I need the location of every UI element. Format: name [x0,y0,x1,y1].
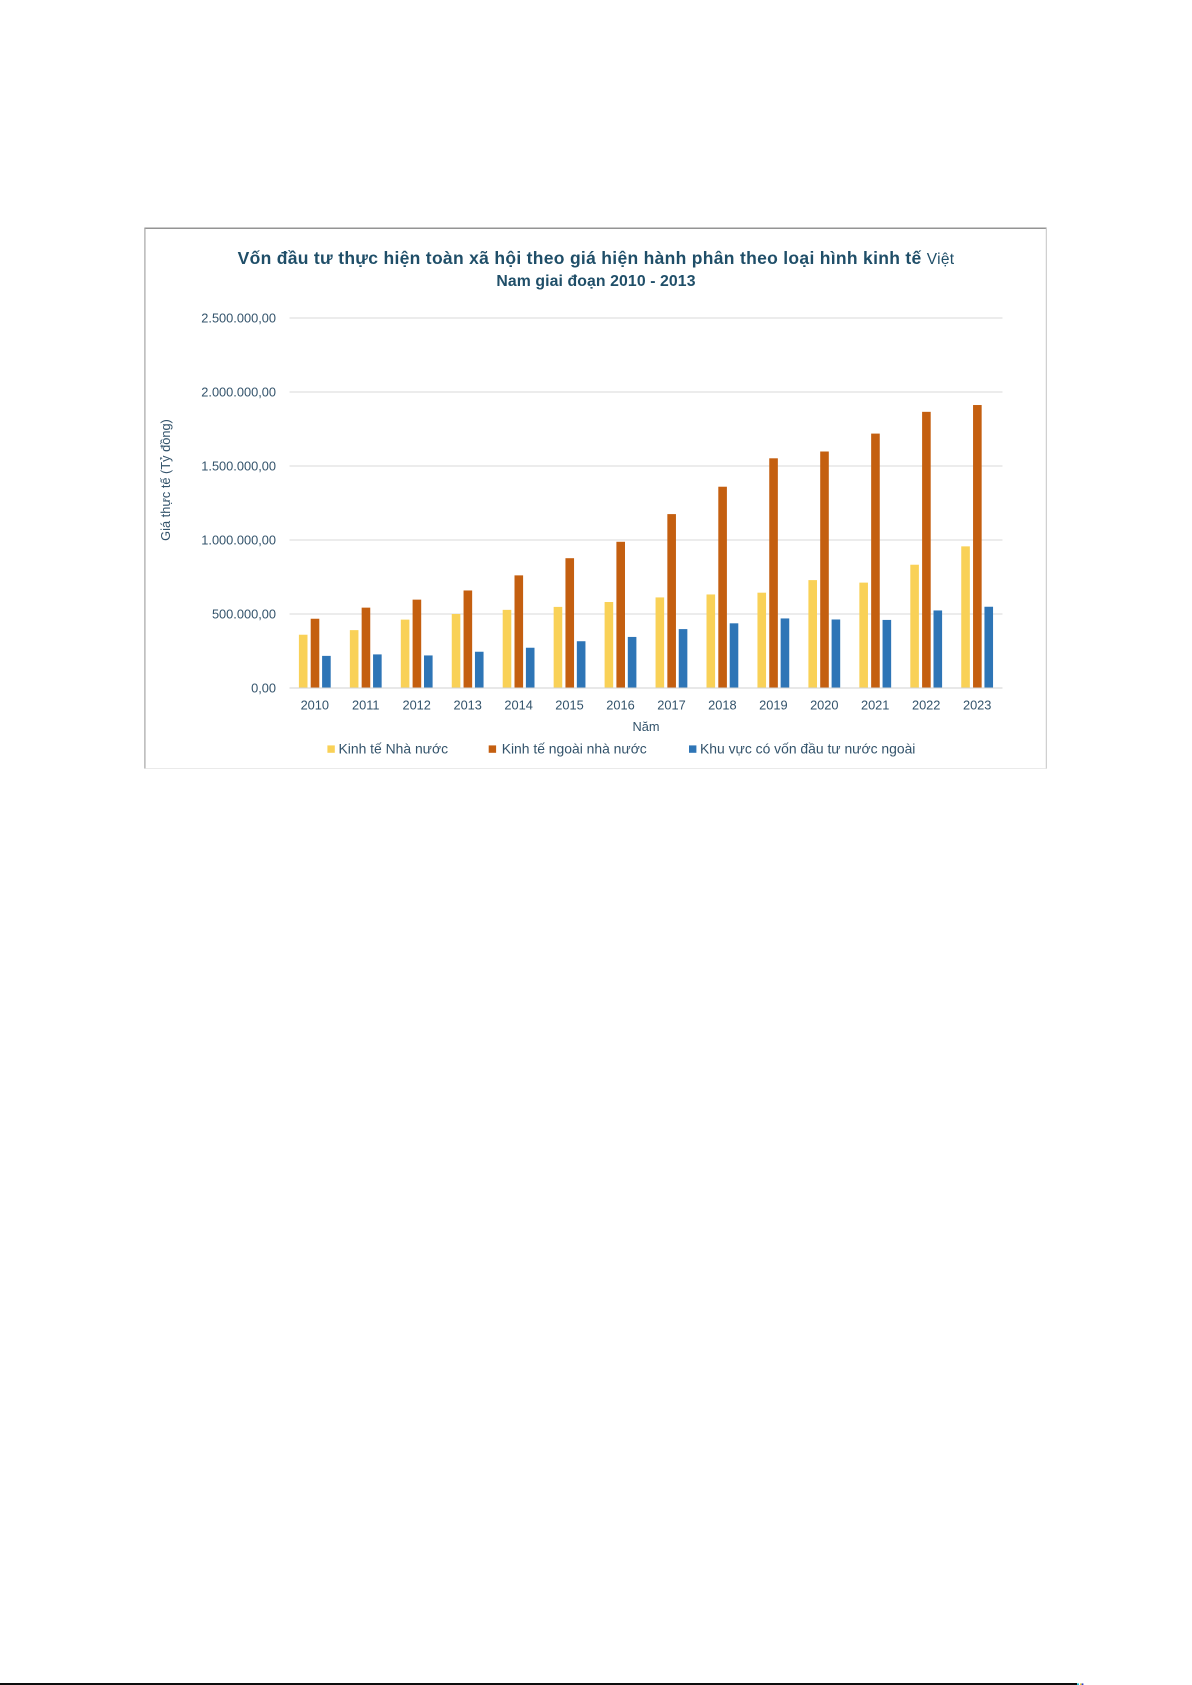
svg-text:1.000.000,00: 1.000.000,00 [201,532,276,547]
svg-text:2019: 2019 [759,698,787,713]
svg-text:Vốn đầu tư thực hiện toàn xã h: Vốn đầu tư thực hiện toàn xã hội theo gi… [238,248,955,268]
svg-text:500.000,00: 500.000,00 [212,606,276,621]
svg-text:2013: 2013 [453,698,481,713]
svg-text:2017: 2017 [657,698,685,713]
svg-text:Năm: Năm [632,719,659,734]
svg-text:Kinh tế Nhà nước: Kinh tế Nhà nước [339,741,449,757]
svg-text:Khu vực có vốn đầu tư nước ngo: Khu vực có vốn đầu tư nước ngoài [700,741,915,757]
svg-text:2015: 2015 [555,698,583,713]
svg-text:2010: 2010 [301,698,329,713]
svg-text:2021: 2021 [861,698,889,713]
svg-text:Kinh tế ngoài nhà nước: Kinh tế ngoài nhà nước [502,741,647,757]
svg-text:2014: 2014 [504,698,532,713]
svg-text:2.500.000,00: 2.500.000,00 [201,310,276,325]
svg-text:2020: 2020 [810,698,838,713]
svg-text:Giá thực tế (Tỷ đồng): Giá thực tế (Tỷ đồng) [158,419,173,541]
svg-text:2023: 2023 [963,698,991,713]
svg-text:2012: 2012 [402,698,430,713]
svg-text:2011: 2011 [352,698,380,713]
svg-text:2018: 2018 [708,698,736,713]
svg-text:Nam giai đoạn 2010 - 2013: Nam giai đoạn 2010 - 2013 [496,273,695,290]
svg-text:0,00: 0,00 [251,680,276,695]
svg-text:1.500.000,00: 1.500.000,00 [201,458,276,473]
svg-text:2016: 2016 [606,698,634,713]
svg-text:2022: 2022 [912,698,940,713]
svg-text:2.000.000,00: 2.000.000,00 [201,384,276,399]
